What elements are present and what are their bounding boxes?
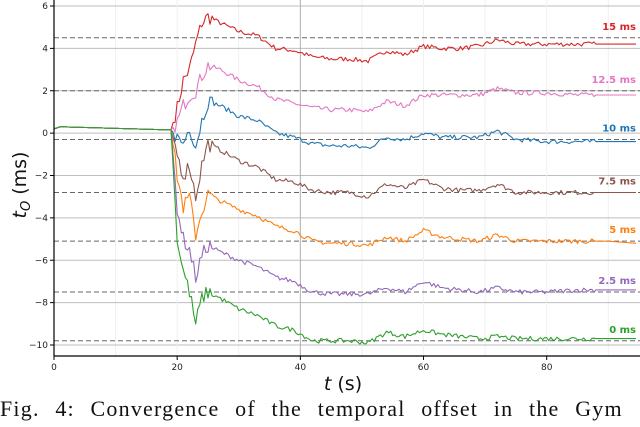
series-label: 0 ms bbox=[609, 325, 636, 336]
series-line bbox=[53, 126, 636, 202]
series-line bbox=[53, 126, 636, 297]
y-tick-label: −4 bbox=[35, 214, 49, 224]
series-line bbox=[53, 96, 636, 149]
series-labels: 15 ms 12.5 ms 10 ms 7.5 ms 5 ms 2.5 ms 0 ms bbox=[591, 22, 636, 336]
y-tick-label: 6 bbox=[42, 2, 48, 12]
figure-caption: Fig. 4: Convergence of the temporal offs… bbox=[0, 396, 623, 421]
x-tick-label: 80 bbox=[541, 363, 553, 373]
y-tick-label: −10 bbox=[29, 341, 48, 351]
series-lines bbox=[53, 13, 637, 345]
y-ticks: 6 4 2 0 −2 −4 −6 −8 −10 bbox=[29, 2, 54, 351]
x-tick-label: 20 bbox=[171, 363, 183, 373]
series-line bbox=[53, 126, 636, 345]
series-label: 10 ms bbox=[602, 123, 636, 134]
minor-grid bbox=[115, 0, 609, 356]
series-line bbox=[53, 62, 636, 133]
x-tick-label: 0 bbox=[51, 363, 57, 373]
x-tick-label: 40 bbox=[295, 363, 307, 373]
x-axis-label: t (s) bbox=[324, 373, 362, 395]
gridlines bbox=[54, 0, 640, 356]
series-label: 2.5 ms bbox=[598, 276, 636, 287]
x-tick-label: 60 bbox=[418, 363, 430, 373]
y-tick-label: −2 bbox=[35, 172, 48, 182]
x-ticks: 0 20 40 60 80 bbox=[51, 356, 553, 373]
series-label: 5 ms bbox=[609, 225, 636, 236]
series-line bbox=[53, 13, 636, 131]
y-tick-label: −6 bbox=[35, 256, 49, 266]
y-tick-label: 2 bbox=[42, 87, 48, 97]
series-label: 15 ms bbox=[602, 22, 636, 33]
y-tick-label: 0 bbox=[42, 129, 48, 139]
axes bbox=[53, 0, 640, 357]
y-tick-label: 4 bbox=[42, 44, 48, 54]
y-axis-label: tO (ms) bbox=[9, 152, 34, 219]
series-label: 7.5 ms bbox=[598, 176, 636, 187]
series-label: 12.5 ms bbox=[591, 75, 636, 86]
y-tick-label: −8 bbox=[35, 299, 49, 309]
